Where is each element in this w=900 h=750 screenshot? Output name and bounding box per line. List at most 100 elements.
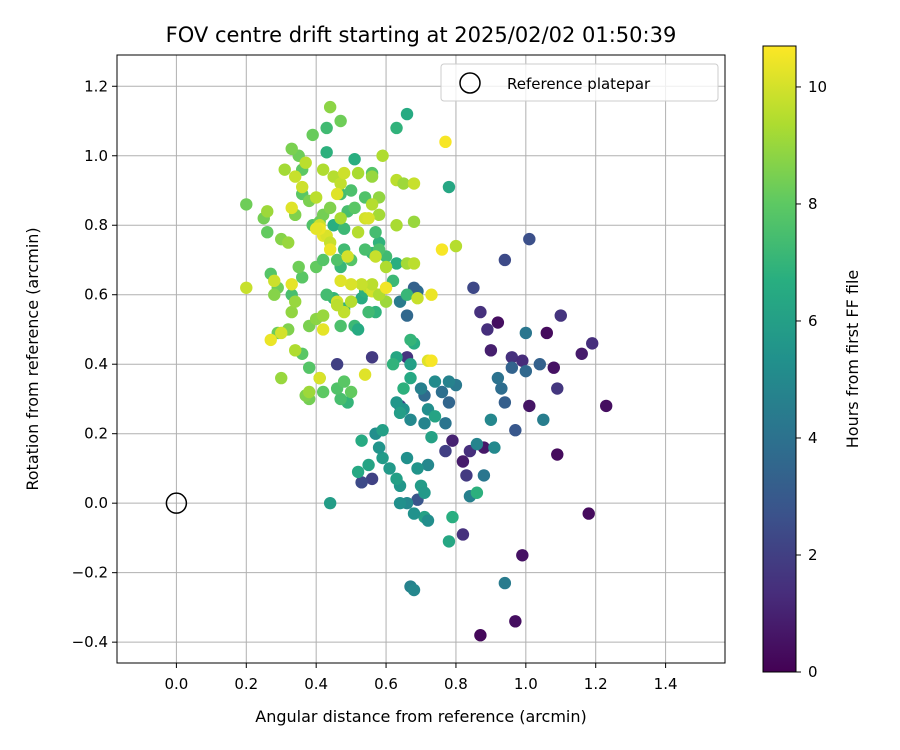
scatter-point (414, 382, 428, 395)
scatter-point (397, 177, 410, 190)
scatter-point (379, 281, 393, 294)
scatter-point (330, 298, 344, 312)
scatter-point (320, 288, 333, 301)
scatter-point (289, 295, 302, 308)
scatter-point (390, 257, 403, 270)
colorbar-tick-label: 4 (808, 429, 818, 447)
x-tick-label: 0.0 (164, 675, 188, 693)
scatter-point (292, 260, 305, 274)
chart-title: FOV centre drift starting at 2025/02/02 … (166, 23, 677, 47)
colorbar-tick-label: 8 (808, 195, 818, 213)
scatter-point (393, 496, 407, 510)
x-tick-label: 0.4 (304, 675, 328, 693)
scatter-point (400, 107, 414, 121)
scatter-point (400, 451, 414, 465)
scatter-point (330, 187, 344, 201)
colorbar-ticks: 0 2 4 6 8 10 (796, 78, 827, 681)
scatter-point (264, 333, 277, 347)
scatter-point (404, 333, 417, 347)
scatter-point (383, 462, 396, 475)
scatter-point (428, 410, 442, 423)
scatter-point (320, 121, 333, 135)
scatter-point (261, 205, 274, 218)
y-tick-label: 1.2 (84, 77, 108, 95)
scatter-point (407, 257, 421, 270)
scatter-point (488, 441, 501, 454)
scatter-point (285, 142, 298, 156)
scatter-point (302, 361, 316, 374)
scatter-point (474, 629, 487, 642)
scatter-point (586, 337, 599, 350)
scatter-point (390, 121, 403, 135)
scatter-point (320, 146, 333, 159)
scatter-point (470, 437, 484, 451)
scatter-point (362, 305, 375, 319)
scatter-point (491, 316, 505, 329)
scatter-point (365, 472, 379, 486)
x-tick-label: 1.2 (584, 675, 608, 693)
scatter-point (582, 507, 595, 520)
legend: Reference platepar (440, 63, 719, 102)
scatter-point (519, 364, 533, 378)
scatter-point (330, 253, 344, 267)
scatter-point (337, 222, 351, 235)
scatter-point (495, 382, 508, 395)
scatter-point (411, 292, 424, 305)
scatter-point (484, 344, 498, 357)
x-tick-label: 0.8 (444, 675, 468, 693)
scatter-point (442, 180, 456, 194)
y-tick-label: 1.0 (84, 147, 108, 165)
scatter-point (365, 351, 379, 364)
scatter-point (519, 326, 533, 340)
scatter-point (439, 444, 452, 458)
scatter-point (348, 153, 361, 166)
scatter-points (240, 100, 613, 642)
scatter-point (334, 114, 347, 128)
y-tick-label: −0.4 (72, 633, 108, 651)
scatter-point (316, 309, 330, 322)
scatter-point (309, 222, 323, 235)
scatter-point (575, 347, 588, 360)
colorbar-label: Hours from first FF file (843, 270, 862, 449)
scatter-point (358, 368, 372, 381)
scatter-point (295, 271, 309, 284)
scatter-point (397, 382, 410, 395)
scatter-point (523, 232, 536, 246)
scatter-point (404, 371, 417, 385)
x-tick-label: 1.4 (654, 675, 678, 693)
scatter-point (316, 163, 330, 176)
scatter-point (344, 184, 358, 197)
scatter-point (376, 451, 389, 465)
scatter-point (344, 278, 358, 291)
colorbar-tick-label: 10 (808, 78, 827, 96)
scatter-point (551, 448, 564, 461)
colorbar-tick-label: 0 (808, 663, 818, 681)
x-tick-label: 0.6 (374, 675, 398, 693)
scatter-point (484, 413, 498, 426)
scatter-point (299, 156, 312, 169)
scatter-point (474, 305, 487, 319)
scatter-point (407, 215, 421, 228)
scatter-point (418, 417, 431, 430)
scatter-point (442, 375, 456, 388)
y-tick-label: 0.6 (84, 286, 108, 304)
y-tick-label: 0.8 (84, 216, 108, 234)
scatter-point (289, 170, 302, 183)
scatter-point (365, 278, 379, 291)
scatter-point (355, 476, 368, 489)
y-tick-label: 0.4 (84, 355, 108, 373)
scatter-point (268, 274, 281, 288)
grid-lines (117, 55, 725, 663)
scatter-point (498, 253, 512, 267)
scatter-point (334, 212, 347, 225)
scatter-point (351, 465, 365, 479)
scatter-point (551, 382, 564, 395)
scatter-point (421, 458, 435, 472)
y-tick-label: 0.2 (84, 425, 108, 443)
plot-frame (116, 54, 726, 664)
scatter-point (275, 371, 288, 385)
colorbar-gradient (762, 45, 797, 673)
x-tick-label: 0.2 (234, 675, 258, 693)
scatter-point (309, 191, 323, 204)
